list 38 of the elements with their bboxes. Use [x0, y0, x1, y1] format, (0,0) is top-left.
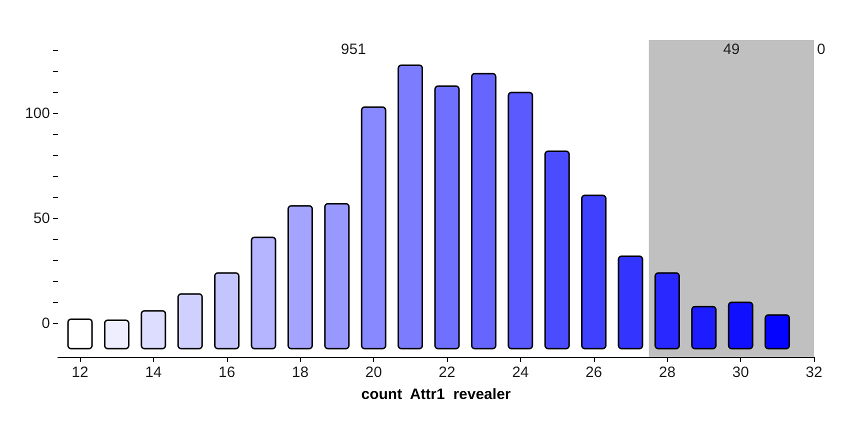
x-tick-label: 14 — [145, 364, 162, 381]
bar — [214, 272, 240, 350]
band-label: 49 — [723, 41, 740, 58]
bar — [544, 150, 570, 350]
bar — [691, 306, 717, 350]
x-tick-label: 20 — [365, 364, 382, 381]
x-tick-label: 30 — [732, 364, 749, 381]
bar — [250, 236, 276, 350]
x-tick-label: 32 — [806, 364, 822, 381]
annotation: 951 — [340, 41, 366, 58]
x-tick-label: 28 — [658, 364, 676, 381]
x-tick-label: 26 — [585, 364, 602, 381]
bar — [434, 85, 460, 350]
x-axis-title: count Attr1 revealer — [361, 386, 511, 403]
bar — [764, 314, 790, 350]
bar — [470, 72, 496, 350]
x-tick-label: 18 — [292, 364, 309, 381]
bar — [618, 255, 644, 350]
bar — [654, 272, 680, 350]
bar — [360, 106, 386, 350]
bar — [140, 310, 166, 350]
bar — [398, 64, 424, 350]
x-tick-label: 16 — [218, 364, 236, 381]
y-tick-label: 50 — [33, 210, 50, 227]
bar — [104, 320, 130, 350]
text: 0 — [817, 41, 826, 58]
bar — [324, 203, 350, 350]
x-tick-label: 12 — [72, 364, 88, 381]
bar — [508, 92, 534, 350]
bar — [177, 293, 203, 350]
y-tick-label: 0 — [42, 314, 50, 332]
bar — [67, 318, 93, 350]
bar — [728, 302, 754, 350]
y-tick-label: 100 — [24, 104, 50, 122]
x-tick-label: 24 — [512, 364, 529, 381]
x-tick-label: 22 — [438, 364, 456, 381]
bar — [581, 194, 607, 350]
bar — [287, 205, 313, 350]
